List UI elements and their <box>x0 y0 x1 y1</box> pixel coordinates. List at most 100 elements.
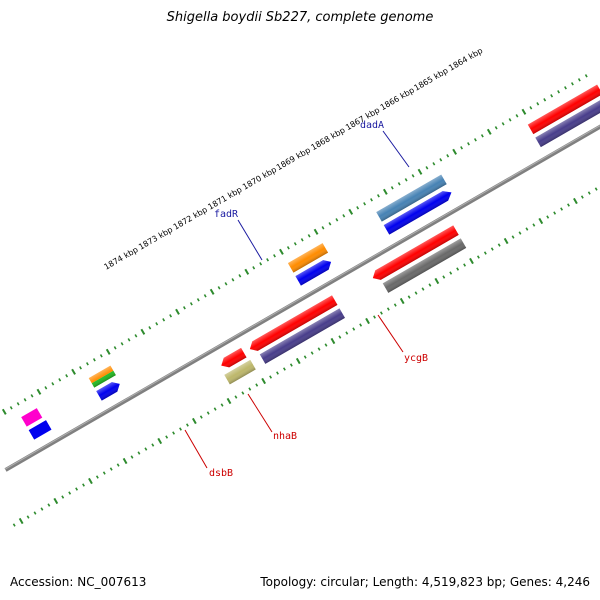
lower-track-tick <box>399 297 405 305</box>
lower-track-tick <box>165 435 169 439</box>
gene-dadA[interactable] <box>376 174 454 235</box>
kbp-label-1873: 1873 kbp <box>137 225 174 252</box>
lower-track-tick <box>172 431 176 435</box>
lower-track-tick <box>476 255 480 259</box>
upper-track-tick <box>162 318 166 322</box>
gene-ycgB[interactable] <box>370 225 467 296</box>
upper-track-tick <box>182 306 186 310</box>
upper-track-tick <box>446 154 450 158</box>
lower-track-tick <box>338 335 342 339</box>
upper-track-tick <box>564 86 567 90</box>
kbp-label-1864: 1864 kbp <box>447 46 484 73</box>
gene-right-forward[interactable] <box>527 84 600 148</box>
upper-track-tick <box>584 74 588 78</box>
lower-track-tick <box>483 251 487 255</box>
upper-track-tick <box>23 398 27 402</box>
upper-track-tick <box>342 214 346 218</box>
upper-track-tick <box>328 222 332 226</box>
lower-track-tick <box>151 443 155 447</box>
upper-track-tick <box>44 386 48 390</box>
upper-track-tick <box>65 374 69 378</box>
upper-track-tick <box>252 266 256 270</box>
gene-dsbB[interactable] <box>217 347 256 385</box>
gene-fadR[interactable] <box>287 243 336 286</box>
kbp-label-1866: 1866 kbp <box>379 86 416 113</box>
lower-track-tick <box>75 487 79 491</box>
genome-backbone <box>4 118 600 472</box>
upper-track-tick <box>557 90 560 94</box>
upper-track-tick <box>452 148 457 155</box>
lower-track-tick <box>352 327 356 331</box>
upper-track-tick <box>113 346 117 350</box>
upper-track-tick <box>543 98 547 102</box>
upper-track-tick <box>382 188 388 195</box>
lower-track-tick <box>379 311 383 315</box>
gene-edge-forward[interactable] <box>21 407 52 440</box>
lower-track-tick <box>226 397 232 405</box>
kbp-label-1870: 1870 kbp <box>241 165 278 192</box>
upper-track-tick <box>473 138 477 142</box>
lower-track-tick <box>289 363 293 367</box>
upper-track-tick <box>99 354 103 358</box>
upper-track-tick <box>286 246 290 250</box>
upper-track-tick <box>203 294 207 298</box>
lower-track-tick <box>538 217 544 225</box>
upper-track-tick <box>432 162 436 166</box>
upper-track-tick <box>529 106 533 110</box>
lower-track-tick <box>12 523 16 527</box>
upper-track-tick <box>127 338 131 342</box>
lower-track-tick <box>345 331 349 335</box>
lower-track-tick <box>102 471 106 475</box>
lower-track-tick <box>553 211 557 215</box>
lower-track-tick <box>365 317 370 325</box>
lower-track-tick <box>386 307 390 311</box>
upper-track-tick <box>1 408 7 415</box>
lower-track-tick <box>407 295 411 299</box>
lower-track-tick <box>587 191 591 195</box>
upper-track-tick <box>71 368 76 375</box>
lower-track-tick <box>261 377 267 385</box>
upper-track-tick <box>460 146 464 150</box>
lower-track-tick <box>61 495 65 499</box>
lower-track-tick <box>580 195 584 199</box>
lower-tick-track <box>12 187 598 527</box>
gene-left-forward[interactable] <box>88 365 124 401</box>
upper-track-tick <box>238 274 242 278</box>
lower-track-tick <box>456 267 460 271</box>
upper-track-tick <box>9 406 13 410</box>
lower-track-tick <box>560 207 564 211</box>
lower-track-tick <box>469 257 474 265</box>
forward-features <box>21 84 600 440</box>
lower-track-tick <box>414 291 418 295</box>
upper-track-tick <box>36 388 42 395</box>
gene-label-ycgB: ycgB <box>404 353 428 364</box>
lower-track-tick <box>330 337 336 345</box>
upper-track-tick <box>279 248 284 255</box>
kbp-label-1874: 1874 kbp <box>102 245 139 272</box>
upper-track-tick <box>313 228 319 235</box>
lower-track-tick <box>503 237 509 245</box>
lower-track-tick <box>82 483 85 487</box>
upper-track-tick <box>515 114 519 118</box>
upper-track-tick <box>224 282 228 286</box>
upper-track-tick <box>266 258 270 262</box>
lower-track-tick <box>449 271 453 275</box>
lower-track-tick <box>324 343 328 347</box>
upper-track-tick <box>189 302 193 306</box>
lower-track-tick <box>53 497 59 505</box>
lower-track-tick <box>213 407 217 411</box>
lower-track-tick <box>442 275 446 279</box>
upper-track-tick <box>51 382 55 386</box>
gene-nhaB[interactable] <box>247 295 345 367</box>
upper-track-tick <box>196 298 200 302</box>
upper-track-tick <box>411 174 415 178</box>
upper-track-tick <box>321 226 325 230</box>
lower-track-tick <box>68 491 72 495</box>
upper-track-tick <box>134 334 138 338</box>
upper-track-tick <box>148 326 152 330</box>
lower-track-tick <box>157 437 163 445</box>
upper-track-tick <box>508 118 512 122</box>
lower-track-tick <box>490 247 494 251</box>
upper-track-tick <box>92 358 96 362</box>
lower-track-tick <box>234 395 238 399</box>
